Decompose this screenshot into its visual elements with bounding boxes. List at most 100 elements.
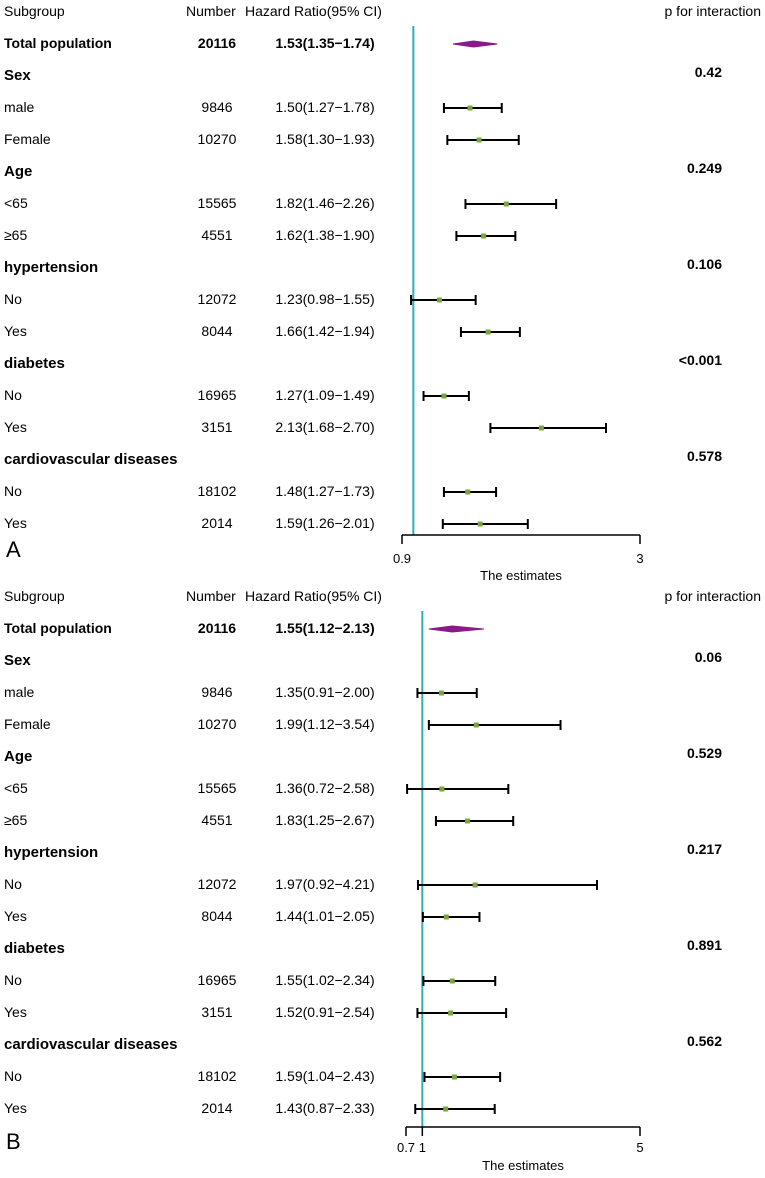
hazard-ratio-text: 1.55(1.12−2.13) [275, 620, 375, 636]
group-label: Age [4, 748, 33, 765]
point-estimate [485, 329, 491, 335]
header-p-interaction: p for interaction [664, 3, 762, 19]
total-label: Total population [4, 35, 112, 51]
group-label: diabetes [4, 355, 65, 372]
hazard-ratio-text: 1.43(0.87−2.33) [275, 1100, 375, 1116]
point-estimate [464, 818, 470, 824]
point-estimate [449, 978, 455, 984]
group-label: Sex [4, 652, 31, 669]
hazard-ratio-text: 1.36(0.72−2.58) [275, 780, 375, 796]
x-axis-title: The estimates [482, 1158, 564, 1173]
point-estimate [538, 425, 544, 431]
hazard-ratio-text: 1.82(1.46−2.26) [275, 195, 375, 211]
subgroup-label: No [4, 972, 22, 988]
point-estimate [467, 105, 473, 111]
hazard-ratio-text: 1.35(0.91−2.00) [275, 684, 375, 700]
hazard-ratio-text: 1.23(0.98−1.55) [275, 291, 375, 307]
group-label: Sex [4, 67, 31, 84]
hazard-ratio-text: 1.53(1.35−1.74) [275, 35, 375, 51]
header-hazard-ratio: Hazard Ratio(95% CI) [245, 588, 382, 604]
subgroup-label: male [4, 684, 35, 700]
point-estimate [443, 914, 449, 920]
hazard-ratio-text: 1.27(1.09−1.49) [275, 387, 375, 403]
p-interaction-value: 0.06 [694, 649, 722, 665]
subgroup-label: No [4, 876, 22, 892]
p-interaction-value: 0.42 [694, 64, 722, 80]
number-value: 12072 [197, 876, 237, 892]
p-interaction-value: 0.891 [686, 937, 722, 953]
hazard-ratio-text: 1.50(1.27−1.78) [275, 99, 375, 115]
x-tick-label: 5 [636, 1140, 644, 1155]
point-estimate [448, 1010, 454, 1016]
hazard-ratio-text: 1.59(1.04−2.43) [275, 1068, 375, 1084]
hazard-ratio-text: 1.99(1.12−3.54) [275, 716, 375, 732]
subgroup-label: No [4, 1068, 22, 1084]
subgroup-label: <65 [4, 195, 28, 211]
p-interaction-value: 0.529 [686, 745, 722, 761]
p-interaction-value: 0.562 [686, 1033, 722, 1049]
number-value: 10270 [197, 131, 237, 147]
p-interaction-value: 0.249 [686, 160, 722, 176]
subgroup-label: Yes [4, 1100, 27, 1116]
number-value: 8044 [201, 323, 233, 339]
hazard-ratio-text: 1.62(1.38−1.90) [275, 227, 375, 243]
subgroup-label: Yes [4, 323, 27, 339]
x-tick-label: 0.7 [396, 1140, 416, 1155]
subgroup-label: Yes [4, 1004, 27, 1020]
subgroup-label: No [4, 483, 22, 499]
x-tick-label: 0.9 [392, 551, 412, 566]
number-value: 3151 [201, 1004, 233, 1020]
point-estimate [503, 201, 509, 207]
point-estimate [481, 233, 487, 239]
subgroup-label: ≥65 [4, 812, 28, 828]
group-label: diabetes [4, 940, 65, 957]
number-value: 16965 [197, 387, 237, 403]
subgroup-label: Female [4, 131, 51, 147]
hazard-ratio-text: 1.55(1.02−2.34) [275, 972, 375, 988]
x-tick-label: 3 [636, 551, 644, 566]
subgroup-label: Yes [4, 419, 27, 435]
number-value: 9846 [201, 99, 233, 115]
group-label: cardiovascular diseases [4, 451, 178, 468]
group-label: cardiovascular diseases [4, 1036, 178, 1053]
subgroup-label: <65 [4, 780, 28, 796]
subgroup-label: No [4, 387, 22, 403]
point-estimate [438, 690, 444, 696]
total-label: Total population [4, 620, 112, 636]
plot-marks-b [405, 611, 641, 1136]
number-value: 3151 [201, 419, 233, 435]
number-value: 16965 [197, 972, 237, 988]
header-subgroup: Subgroup [4, 588, 65, 604]
panel-label: A [6, 537, 21, 562]
point-estimate [439, 786, 445, 792]
hazard-ratio-text: 1.58(1.30−1.93) [275, 131, 375, 147]
forest-plot-a: Subgroup Number Hazard Ratio(95% CI) p for … [4, 3, 762, 582]
p-interaction-value: <0.001 [678, 352, 722, 368]
number-value: 18102 [197, 483, 237, 499]
point-estimate [476, 137, 482, 143]
hazard-ratio-text: 1.59(1.26−2.01) [275, 515, 375, 531]
point-estimate [451, 1074, 457, 1080]
p-interaction-value: 0.578 [686, 448, 722, 464]
subgroup-label: ≥65 [4, 227, 28, 243]
hazard-ratio-text: 2.13(1.68−2.70) [275, 419, 375, 435]
header-number: Number [186, 588, 236, 604]
point-estimate [472, 882, 478, 888]
hazard-ratio-text: 1.97(0.92−4.21) [275, 876, 375, 892]
subgroup-label: Yes [4, 515, 27, 531]
point-estimate [436, 297, 442, 303]
number-value: 4551 [201, 227, 233, 243]
number-value: 15565 [197, 195, 237, 211]
number-value: 20116 [197, 620, 237, 636]
number-value: 20116 [197, 35, 237, 51]
group-label: Age [4, 163, 33, 180]
point-estimate [477, 521, 483, 527]
x-tick-label: 1 [418, 1140, 426, 1155]
group-label: hypertension [4, 259, 99, 276]
number-value: 9846 [201, 684, 233, 700]
panel-label: B [6, 1129, 21, 1154]
number-value: 2014 [201, 515, 233, 531]
header-hazard-ratio: Hazard Ratio(95% CI) [245, 3, 382, 19]
hazard-ratio-text: 1.66(1.42−1.94) [275, 323, 375, 339]
total-diamond [452, 40, 498, 48]
